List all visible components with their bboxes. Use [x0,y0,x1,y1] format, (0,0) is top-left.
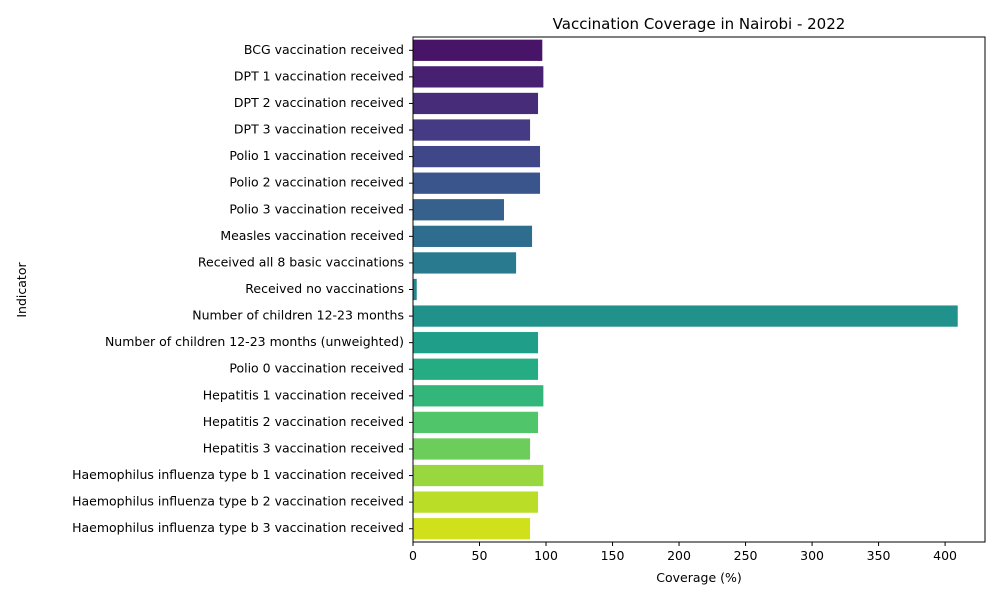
bar [413,411,539,434]
x-tick-label: 350 [867,548,891,563]
category-label: Polio 3 vaccination received [229,201,404,216]
bar [413,332,539,354]
bar [413,39,543,61]
bar [413,225,533,247]
chart-title: Vaccination Coverage in Nairobi - 2022 [553,15,846,33]
category-label: Haemophilus influenza type b 1 vaccinati… [72,467,404,482]
x-tick-label: 250 [734,548,758,563]
bar [413,464,544,487]
x-tick-label: 150 [601,548,625,563]
category-label: DPT 1 vaccination received [234,68,404,83]
bar [413,145,541,168]
category-label: BCG vaccination received [244,42,404,57]
category-label: Number of children 12-23 months (unweigh… [105,334,404,349]
x-tick-label: 300 [800,548,824,563]
bar [413,252,517,274]
bars-group [413,39,958,540]
bar [413,491,539,513]
category-label: Hepatitis 3 vaccination received [203,440,404,455]
bar [413,278,417,301]
category-label: Polio 2 vaccination received [229,175,404,190]
x-axis-title: Coverage (%) [656,570,742,585]
category-label: Hepatitis 2 vaccination received [203,414,404,429]
x-tick-label: 0 [409,548,417,563]
bar [413,358,539,380]
x-ticks-group: 0 50 100 150 200 250 300 350 400 [409,542,957,563]
plot-frame [412,36,986,543]
bar [413,92,539,115]
bar [413,199,504,221]
x-tick-label: 400 [933,548,957,563]
x-tick-label: 100 [534,548,558,563]
category-label: Received no vaccinations [245,281,404,296]
category-label: Number of children 12-23 months [192,308,404,323]
category-label: Received all 8 basic vaccinations [198,254,404,269]
bar [413,66,544,88]
bar [413,172,541,194]
x-tick-label: 200 [667,548,691,563]
category-label: Polio 1 vaccination received [229,148,404,163]
category-labels-group: BCG vaccination received DPT 1 vaccinatio… [72,42,413,535]
bar [413,438,531,460]
bar [413,518,531,540]
x-tick-label: 50 [472,548,488,563]
bar [413,305,958,327]
category-label: Haemophilus influenza type b 3 vaccinati… [72,520,404,535]
category-label: DPT 3 vaccination received [234,122,404,137]
category-label: DPT 2 vaccination received [234,95,404,110]
category-label: Measles vaccination received [220,228,404,243]
category-label: Polio 0 vaccination received [229,361,404,376]
category-label: Hepatitis 1 vaccination received [203,387,404,402]
category-label: Haemophilus influenza type b 2 vaccinati… [72,494,404,509]
y-axis-title: Indicator [14,262,29,318]
bar [413,119,531,141]
bar [413,385,544,407]
